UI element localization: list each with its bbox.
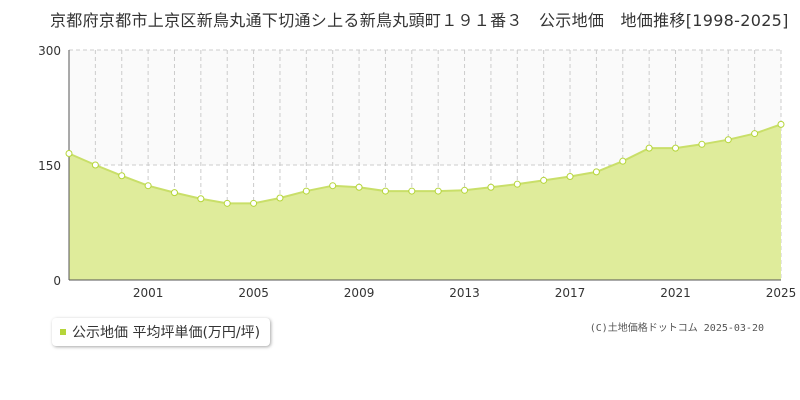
chart-title: 京都府京都市上京区新鳥丸通下切通シ上る新鳥丸頭町１９１番３ 公示地価 地価推移[…	[50, 11, 789, 30]
data-point	[197, 195, 205, 203]
x-tick-label: 2001	[133, 286, 164, 300]
series-area	[69, 124, 781, 281]
x-tick-label: 2017	[555, 286, 586, 300]
y-tick-labels: 0 150 300	[38, 44, 61, 288]
data-point	[566, 173, 574, 180]
data-point	[751, 130, 759, 138]
credit-text: (C)土地価格ドットコム 2025-03-20	[589, 323, 764, 334]
legend-label: 公示地価 平均坪単価(万円/坪)	[72, 325, 261, 341]
data-point	[381, 187, 389, 195]
series-line	[68, 123, 782, 205]
x-tick-label: 2013	[449, 286, 480, 300]
data-point	[487, 183, 495, 191]
legend-swatch	[60, 329, 66, 335]
data-point	[434, 187, 442, 195]
y-tick-label: 150	[38, 159, 61, 173]
data-point	[513, 180, 521, 188]
data-point	[461, 186, 469, 194]
x-tick-label: 2009	[344, 286, 375, 300]
data-point	[118, 172, 126, 180]
x-tick-label: 2021	[660, 286, 691, 300]
x-tick-labels: 2001 2005 2009 2013 2017 2021 2025	[133, 286, 796, 300]
legend: 公示地価 平均坪単価(万円/坪)	[52, 318, 271, 346]
data-point	[355, 183, 363, 191]
data-point	[645, 144, 653, 152]
y-tick-label: 0	[53, 274, 61, 288]
data-point	[777, 120, 785, 128]
data-point	[540, 176, 548, 184]
data-point	[144, 182, 152, 190]
data-point	[408, 187, 416, 195]
data-point	[672, 144, 680, 152]
data-point	[698, 140, 706, 148]
data-point	[619, 157, 627, 165]
x-tick-label: 2005	[238, 286, 269, 300]
series-markers	[65, 120, 785, 207]
axes	[68, 50, 781, 281]
data-point	[329, 182, 337, 190]
data-point	[250, 199, 258, 207]
upper-band	[69, 50, 781, 165]
data-point	[302, 187, 310, 195]
x-tick-label: 2025	[766, 286, 797, 300]
data-point	[65, 150, 73, 157]
data-point	[91, 161, 99, 169]
data-point	[223, 199, 231, 207]
y-tick-label: 300	[38, 44, 61, 58]
data-point	[724, 136, 732, 144]
data-point	[592, 168, 600, 176]
data-point	[276, 194, 284, 202]
data-point	[170, 189, 178, 197]
